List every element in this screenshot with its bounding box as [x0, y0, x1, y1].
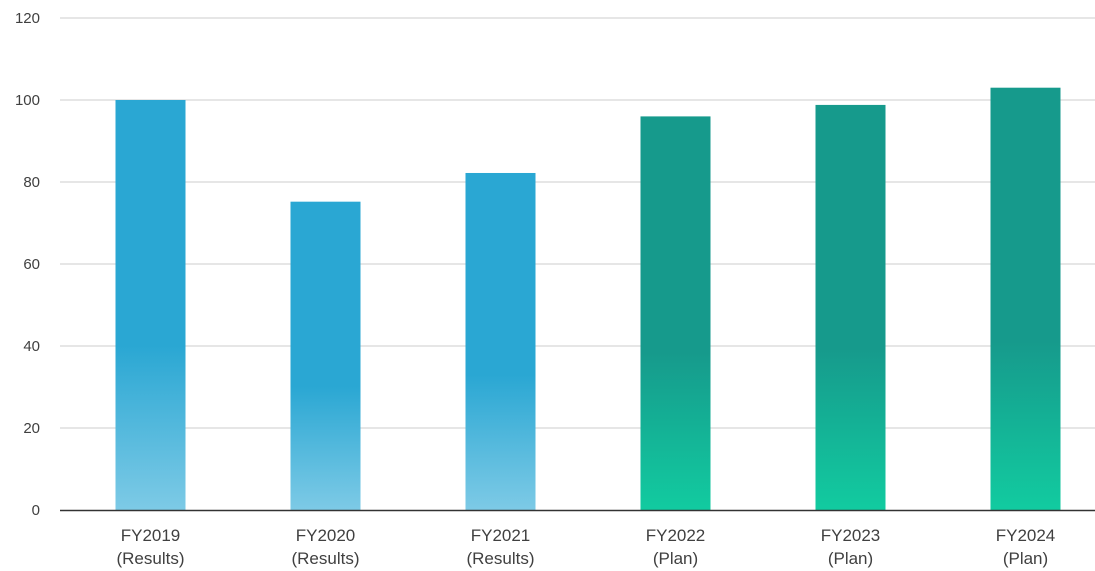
- x-tick-label-fy2020: FY2020 (Results): [291, 526, 359, 568]
- y-tick-label-20: 20: [23, 420, 40, 437]
- y-tick-label-0: 0: [32, 502, 40, 519]
- y-tick-label-60: 60: [23, 256, 40, 273]
- x-tick-label-fy2019: FY2019 (Results): [116, 526, 184, 568]
- x-axis-category-labels: FY2019 (Results) FY2020 (Results) FY2021 (Res…: [116, 526, 1055, 568]
- y-tick-label-120: 120: [15, 10, 40, 27]
- bar-fy2022: [640, 116, 711, 511]
- y-tick-label-80: 80: [23, 174, 40, 191]
- y-tick-label-100: 100: [15, 92, 40, 109]
- x-tick-label-fy2022: FY2022 (Plan): [646, 526, 706, 568]
- x-tick-label-fy2021: FY2021 (Results): [466, 526, 534, 568]
- y-tick-label-40: 40: [23, 338, 40, 355]
- x-tick-label-fy2024: FY2024 (Plan): [996, 526, 1056, 568]
- bar-fy2020: [290, 201, 361, 510]
- x-tick-label-fy2023: FY2023 (Plan): [821, 526, 881, 568]
- y-axis-tick-labels: 0 20 40 60 80 100 120: [15, 10, 40, 519]
- bar-fy2023: [815, 104, 886, 511]
- bar-fy2024: [990, 87, 1061, 510]
- bars: [115, 87, 1061, 511]
- gridlines: [60, 17, 1095, 429]
- bar-fy2021: [465, 172, 536, 511]
- bar-fy2019: [115, 100, 186, 510]
